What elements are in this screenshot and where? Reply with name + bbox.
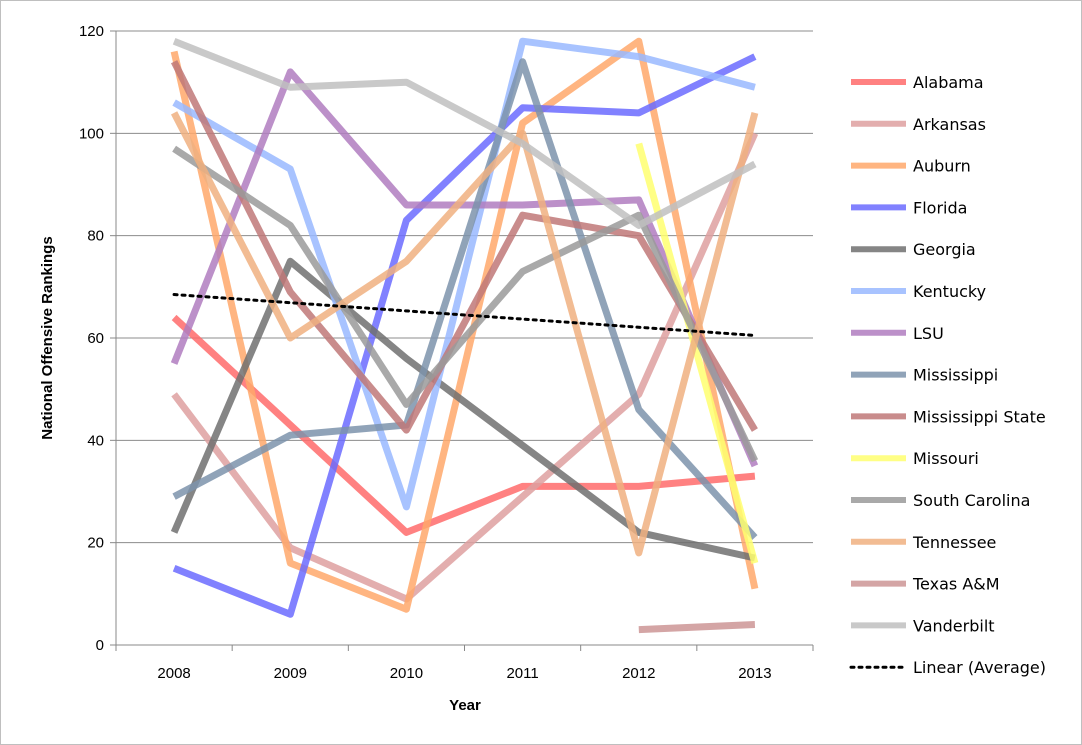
- legend-label-florida: Florida: [913, 198, 967, 217]
- x-tick-label-2013: 2013: [738, 665, 771, 682]
- y-tick-label-20: 20: [87, 535, 104, 552]
- legend-label-missouri: Missouri: [913, 449, 979, 468]
- legend-label-alabama: Alabama: [913, 73, 984, 92]
- y-tick-label-80: 80: [87, 228, 104, 245]
- x-axis-title: Year: [449, 697, 481, 714]
- series-line-mississippi-state: [170, 60, 758, 434]
- legend-label-texas-aandm: Texas A&M: [912, 575, 1000, 594]
- y-tick-label-0: 0: [96, 637, 104, 654]
- y-tick-label-40: 40: [87, 432, 104, 449]
- trendline-linear-average: [172, 293, 757, 337]
- series-line-mississippi: [172, 58, 758, 540]
- trendline: [172, 293, 757, 337]
- legend-label-auburn: Auburn: [913, 157, 971, 176]
- legend-label-vanderbilt: Vanderbilt: [913, 616, 995, 635]
- series-lines: [170, 37, 759, 634]
- series-line-vanderbilt: [172, 37, 757, 229]
- x-tick-label-2010: 2010: [390, 665, 423, 682]
- series-line-south-carolina: [172, 145, 759, 463]
- x-tick-labels: 2008 2009 2010 2011 2012 2013: [115, 645, 814, 682]
- y-tick-label-120: 120: [79, 23, 104, 40]
- legend-label-georgia: Georgia: [913, 240, 976, 259]
- legend-label-linear-average: Linear (Average): [913, 658, 1046, 677]
- series-line-texas-aandm: [638, 621, 756, 634]
- series-line-lsu: [170, 68, 759, 468]
- legend-label-mississippi-state: Mississippi State: [913, 407, 1046, 426]
- series-line-florida: [172, 53, 757, 618]
- y-axis-title: National Offensive Rankings: [39, 236, 56, 439]
- y-tick-label-100: 100: [79, 125, 104, 142]
- series-line-auburn: [170, 37, 759, 613]
- x-tick-label-2009: 2009: [274, 665, 307, 682]
- y-tick-label-60: 60: [87, 330, 104, 347]
- legend-label-kentucky: Kentucky: [913, 282, 986, 301]
- legend-label-mississippi: Mississippi: [913, 366, 998, 385]
- x-tick-label-2008: 2008: [157, 665, 190, 682]
- legend-label-arkansas: Arkansas: [913, 115, 986, 134]
- y-tick-labels: 0 20 40 60 80 100 120: [79, 23, 116, 654]
- x-tick-label-2011: 2011: [506, 665, 538, 682]
- legend-label-tennessee: Tennessee: [912, 533, 996, 552]
- series-line-kentucky: [172, 37, 756, 511]
- x-tick-label-2012: 2012: [622, 665, 655, 682]
- series-line-arkansas: [171, 131, 759, 603]
- legend: Alabama Arkansas Auburn Florida Georgia Kentu…: [849, 73, 1046, 677]
- legend-label-south-carolina: South Carolina: [913, 491, 1030, 510]
- legend-label-lsu: LSU: [913, 324, 944, 343]
